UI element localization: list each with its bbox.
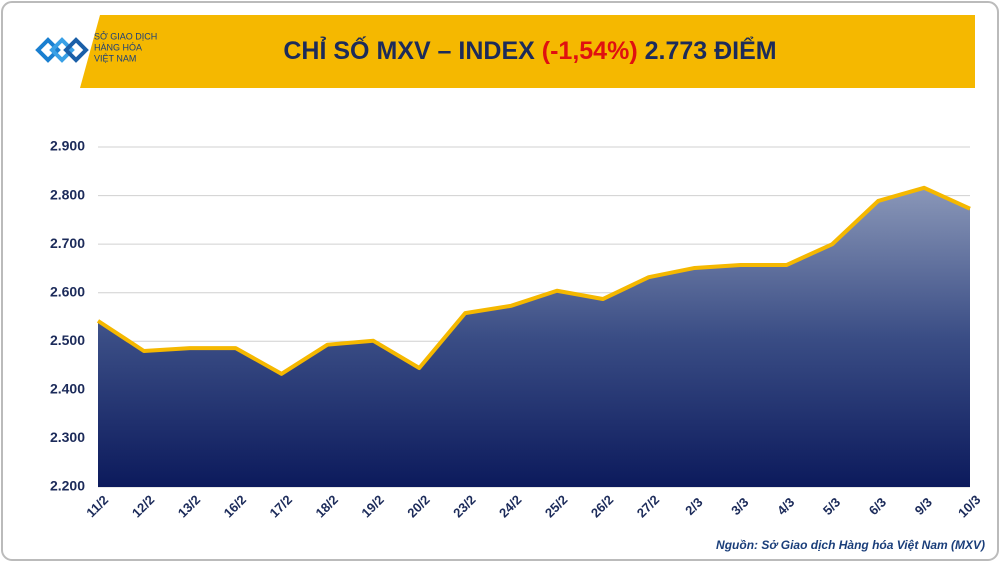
title-change: (-1,54%): [542, 37, 638, 65]
chart-title: CHỈ SỐ MXV – INDEX (-1,54%) 2.773 ĐIỂM: [283, 35, 776, 65]
y-tick-label: 2.700: [50, 235, 85, 251]
title-value: 2.773 ĐIỂM: [645, 36, 777, 65]
logo-text: VIỆT NAM: [94, 53, 136, 63]
y-tick-label: 2.500: [50, 332, 85, 348]
title-main: CHỈ SỐ MXV – INDEX: [283, 35, 535, 65]
y-tick-label: 2.400: [50, 381, 85, 397]
source-note: Nguồn: Sở Giao dịch Hàng hóa Việt Nam (M…: [716, 538, 985, 552]
y-tick-label: 2.600: [50, 283, 85, 299]
line: [96, 185, 971, 376]
logo-text: SỞ GIAO DỊCH: [94, 30, 157, 41]
header-band: [80, 15, 975, 88]
y-tick-label: 2.200: [50, 478, 85, 494]
logo-text: HÀNG HÓA: [94, 42, 142, 52]
y-tick-label: 2.900: [50, 138, 85, 154]
logo-mark: [35, 37, 89, 63]
y-tick-label: 2.800: [50, 186, 85, 202]
area: [98, 187, 970, 488]
y-tick-label: 2.300: [50, 429, 85, 445]
